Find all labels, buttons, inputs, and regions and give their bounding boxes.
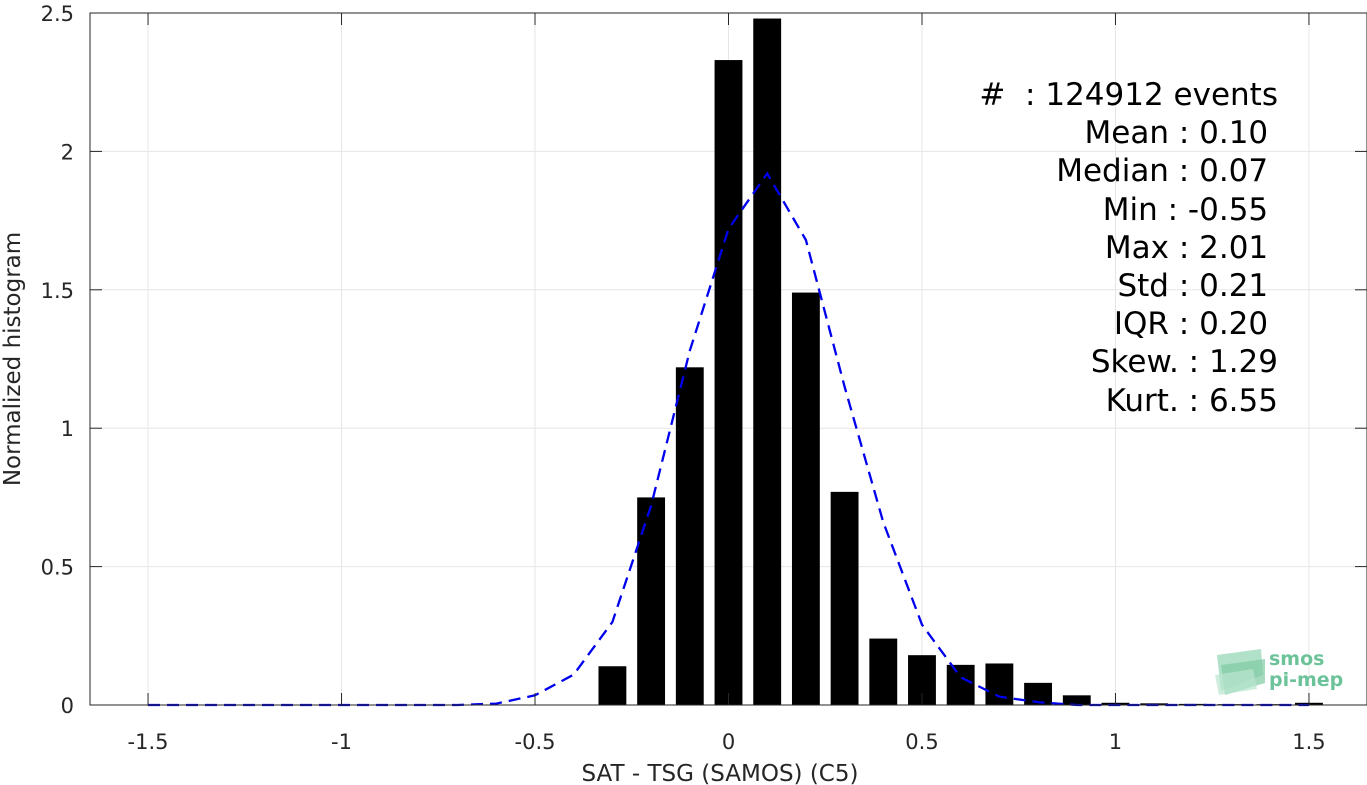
stat-skew: Skew. : 1.29 xyxy=(1090,344,1278,381)
x-axis-label: SAT - TSG (SAMOS) (C5) xyxy=(582,761,859,785)
stat-min: Min : -0.55 xyxy=(1102,191,1278,228)
histogram-bar xyxy=(830,491,859,705)
logo-waves-icon xyxy=(1215,649,1265,695)
stat-events: # : 124912 events xyxy=(979,77,1278,113)
x-tick-label: 0 xyxy=(722,730,735,754)
stat-iqr: IQR : 0.20 xyxy=(1113,306,1278,343)
x-tick-label: -1 xyxy=(331,730,352,754)
x-tick-label: 1.5 xyxy=(1292,730,1325,754)
statistics-box: # : 124912 events Mean : 0.10 Median : 0… xyxy=(979,76,1278,420)
x-tick-label: 1 xyxy=(1109,730,1122,754)
histogram-bar xyxy=(869,638,898,705)
histogram-bar xyxy=(637,497,666,705)
y-tick-label: 0.5 xyxy=(41,556,74,580)
histogram-bar xyxy=(1024,682,1053,705)
y-tick-label: 1 xyxy=(61,417,74,441)
logo-text-smos: smos xyxy=(1269,648,1325,670)
y-tick-label: 2 xyxy=(61,140,74,164)
axis-ticks: -1.5 -1 -0.5 0 0.5 1 1.5 0 0.5 1 1.5 2 2.5 xyxy=(41,2,1367,754)
histogram-bar xyxy=(985,663,1014,705)
histogram-bar xyxy=(753,18,782,705)
y-tick-label: 1.5 xyxy=(41,279,74,303)
y-axis-label: Normalized histogram xyxy=(0,232,26,486)
x-tick-label: 0.5 xyxy=(905,730,938,754)
histogram-bar xyxy=(675,367,704,705)
logo-text-pimep: pi-mep xyxy=(1269,669,1344,691)
histogram-bar xyxy=(598,666,627,705)
stat-mean: Mean : 0.10 xyxy=(1084,115,1278,152)
stat-max: Max : 2.01 xyxy=(1104,229,1278,266)
y-tick-label: 0 xyxy=(61,694,74,718)
histogram-bar xyxy=(1062,695,1091,705)
smos-pimep-logo: smos pi-mep xyxy=(1213,645,1353,697)
stat-median: Median : 0.07 xyxy=(1056,153,1278,190)
stat-std: Std : 0.21 xyxy=(1117,268,1278,305)
y-tick-label: 2.5 xyxy=(41,2,74,26)
stat-kurt: Kurt. : 6.55 xyxy=(1105,382,1278,419)
histogram-bar xyxy=(791,292,820,705)
histogram-bar xyxy=(714,60,743,705)
histogram-bar xyxy=(946,664,975,705)
x-tick-label: -0.5 xyxy=(515,730,556,754)
x-tick-label: -1.5 xyxy=(128,730,169,754)
